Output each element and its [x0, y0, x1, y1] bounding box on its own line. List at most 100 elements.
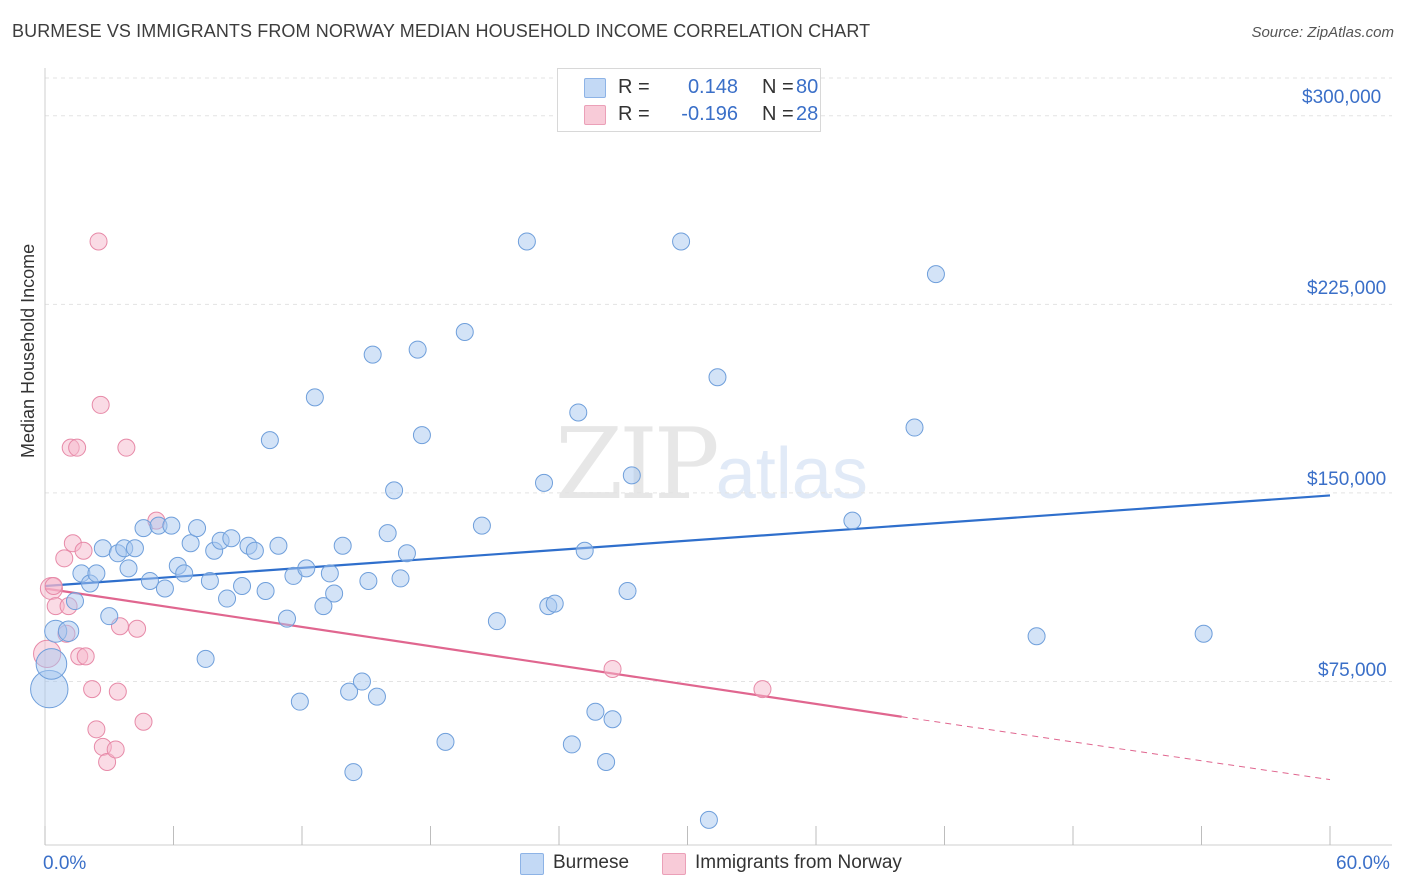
legend-r-label: R =: [618, 103, 650, 125]
burmese-point: [569, 403, 588, 422]
watermark-zip: ZIP: [555, 408, 720, 522]
burmese-point: [597, 753, 616, 772]
burmese-point: [545, 594, 564, 613]
burmese-point: [305, 388, 324, 407]
norway-point: [44, 576, 63, 595]
burmese-point: [385, 481, 404, 500]
norway-trend-line: [44, 587, 902, 718]
burmese-point: [487, 612, 506, 631]
data-points: [30, 232, 1213, 829]
burmese-point: [278, 609, 297, 628]
norway-point: [91, 395, 110, 414]
burmese-point: [175, 564, 194, 583]
burmese-point: [391, 569, 410, 588]
source-label: Source: ZipAtlas.com: [1251, 24, 1394, 41]
burmese-point: [363, 345, 382, 364]
burmese-point: [926, 265, 945, 284]
burmese-point: [320, 564, 339, 583]
burmese-point: [472, 516, 491, 535]
burmese-point: [35, 648, 68, 680]
burmese-point: [699, 810, 718, 829]
burmese-point: [436, 732, 455, 751]
legend-r-label: R =: [618, 76, 650, 98]
y-tick-label-225000: $225,000: [1307, 278, 1387, 299]
burmese-point: [134, 519, 153, 538]
legend-r-value: 0.148: [687, 76, 738, 98]
burmese-point: [340, 682, 359, 701]
legend-swatch-burmese: [584, 78, 606, 98]
burmese-point: [455, 322, 474, 341]
burmese-point: [222, 529, 241, 548]
norway-point: [134, 712, 153, 731]
norway-point: [108, 682, 127, 701]
y-tick-label-300000: $300,000: [1302, 87, 1382, 108]
legend-swatch-burmese: [520, 853, 544, 875]
norway-point: [106, 740, 125, 759]
burmese-point: [57, 620, 80, 642]
burmese-point: [359, 571, 378, 590]
burmese-point: [290, 692, 309, 711]
burmese-point: [181, 534, 200, 553]
burmese-point: [333, 536, 352, 555]
burmese-point: [100, 607, 119, 626]
burmese-point: [119, 559, 138, 578]
norway-point: [74, 541, 93, 560]
burmese-trend-line: [44, 494, 1331, 588]
burmese-point: [233, 576, 252, 595]
norway-trend: [44, 587, 1331, 781]
burmese-trend: [44, 494, 1331, 588]
norway-point: [55, 549, 74, 568]
chart-title: BURMESE VS IMMIGRANTS FROM NORWAY MEDIAN…: [12, 21, 871, 41]
norway-point: [89, 232, 108, 251]
burmese-point: [140, 571, 159, 590]
legend-swatch-norway: [662, 853, 686, 875]
burmese-point: [200, 571, 219, 590]
burmese-point: [517, 232, 536, 251]
legend-swatch-norway: [584, 105, 606, 125]
norway-point: [76, 647, 95, 666]
burmese-point: [1194, 624, 1213, 643]
axes: [44, 68, 1392, 846]
y-axis-title: Median Household Income: [18, 243, 38, 458]
burmese-point: [155, 579, 174, 598]
burmese-point: [575, 541, 594, 560]
burmese-point: [93, 539, 112, 558]
norway-point: [68, 438, 87, 457]
legend-label-norway: Immigrants from Norway: [695, 852, 902, 873]
watermark-atlas: atlas: [715, 434, 868, 514]
legend-n-value: 80: [796, 76, 819, 98]
legend-label-burmese: Burmese: [553, 852, 630, 873]
burmese-point: [269, 536, 288, 555]
burmese-point: [672, 232, 691, 251]
norway-point: [603, 659, 622, 678]
burmese-point: [325, 584, 344, 603]
norway-trend-extension: [901, 716, 1331, 781]
burmese-point: [65, 592, 84, 611]
burmese-point: [378, 524, 397, 543]
burmese-point: [314, 597, 333, 616]
burmese-point: [408, 340, 427, 359]
burmese-point: [87, 564, 106, 583]
burmese-point: [603, 710, 622, 729]
legend-n-value: 28: [796, 103, 819, 125]
norway-point: [87, 720, 106, 739]
norway-point: [98, 753, 117, 772]
burmese-point: [162, 516, 181, 535]
y-tick-label-150000: $150,000: [1307, 469, 1387, 490]
burmese-point: [586, 702, 605, 721]
burmese-point: [367, 687, 386, 706]
stats-legend: R = 0.148 N = 80 R = -0.196 N = 28: [557, 68, 821, 132]
burmese-point: [256, 582, 275, 601]
burmese-point: [260, 431, 279, 450]
burmese-point: [297, 559, 316, 578]
burmese-point: [622, 466, 641, 485]
watermark: ZIPatlas: [555, 408, 868, 522]
series-legend: Burmese Immigrants from Norway: [0, 852, 1406, 878]
burmese-point: [352, 672, 371, 691]
burmese-point: [218, 589, 237, 608]
burmese-point: [245, 541, 264, 560]
norway-point: [117, 438, 136, 457]
legend-n-label: N =: [762, 76, 794, 98]
burmese-point: [562, 735, 581, 754]
